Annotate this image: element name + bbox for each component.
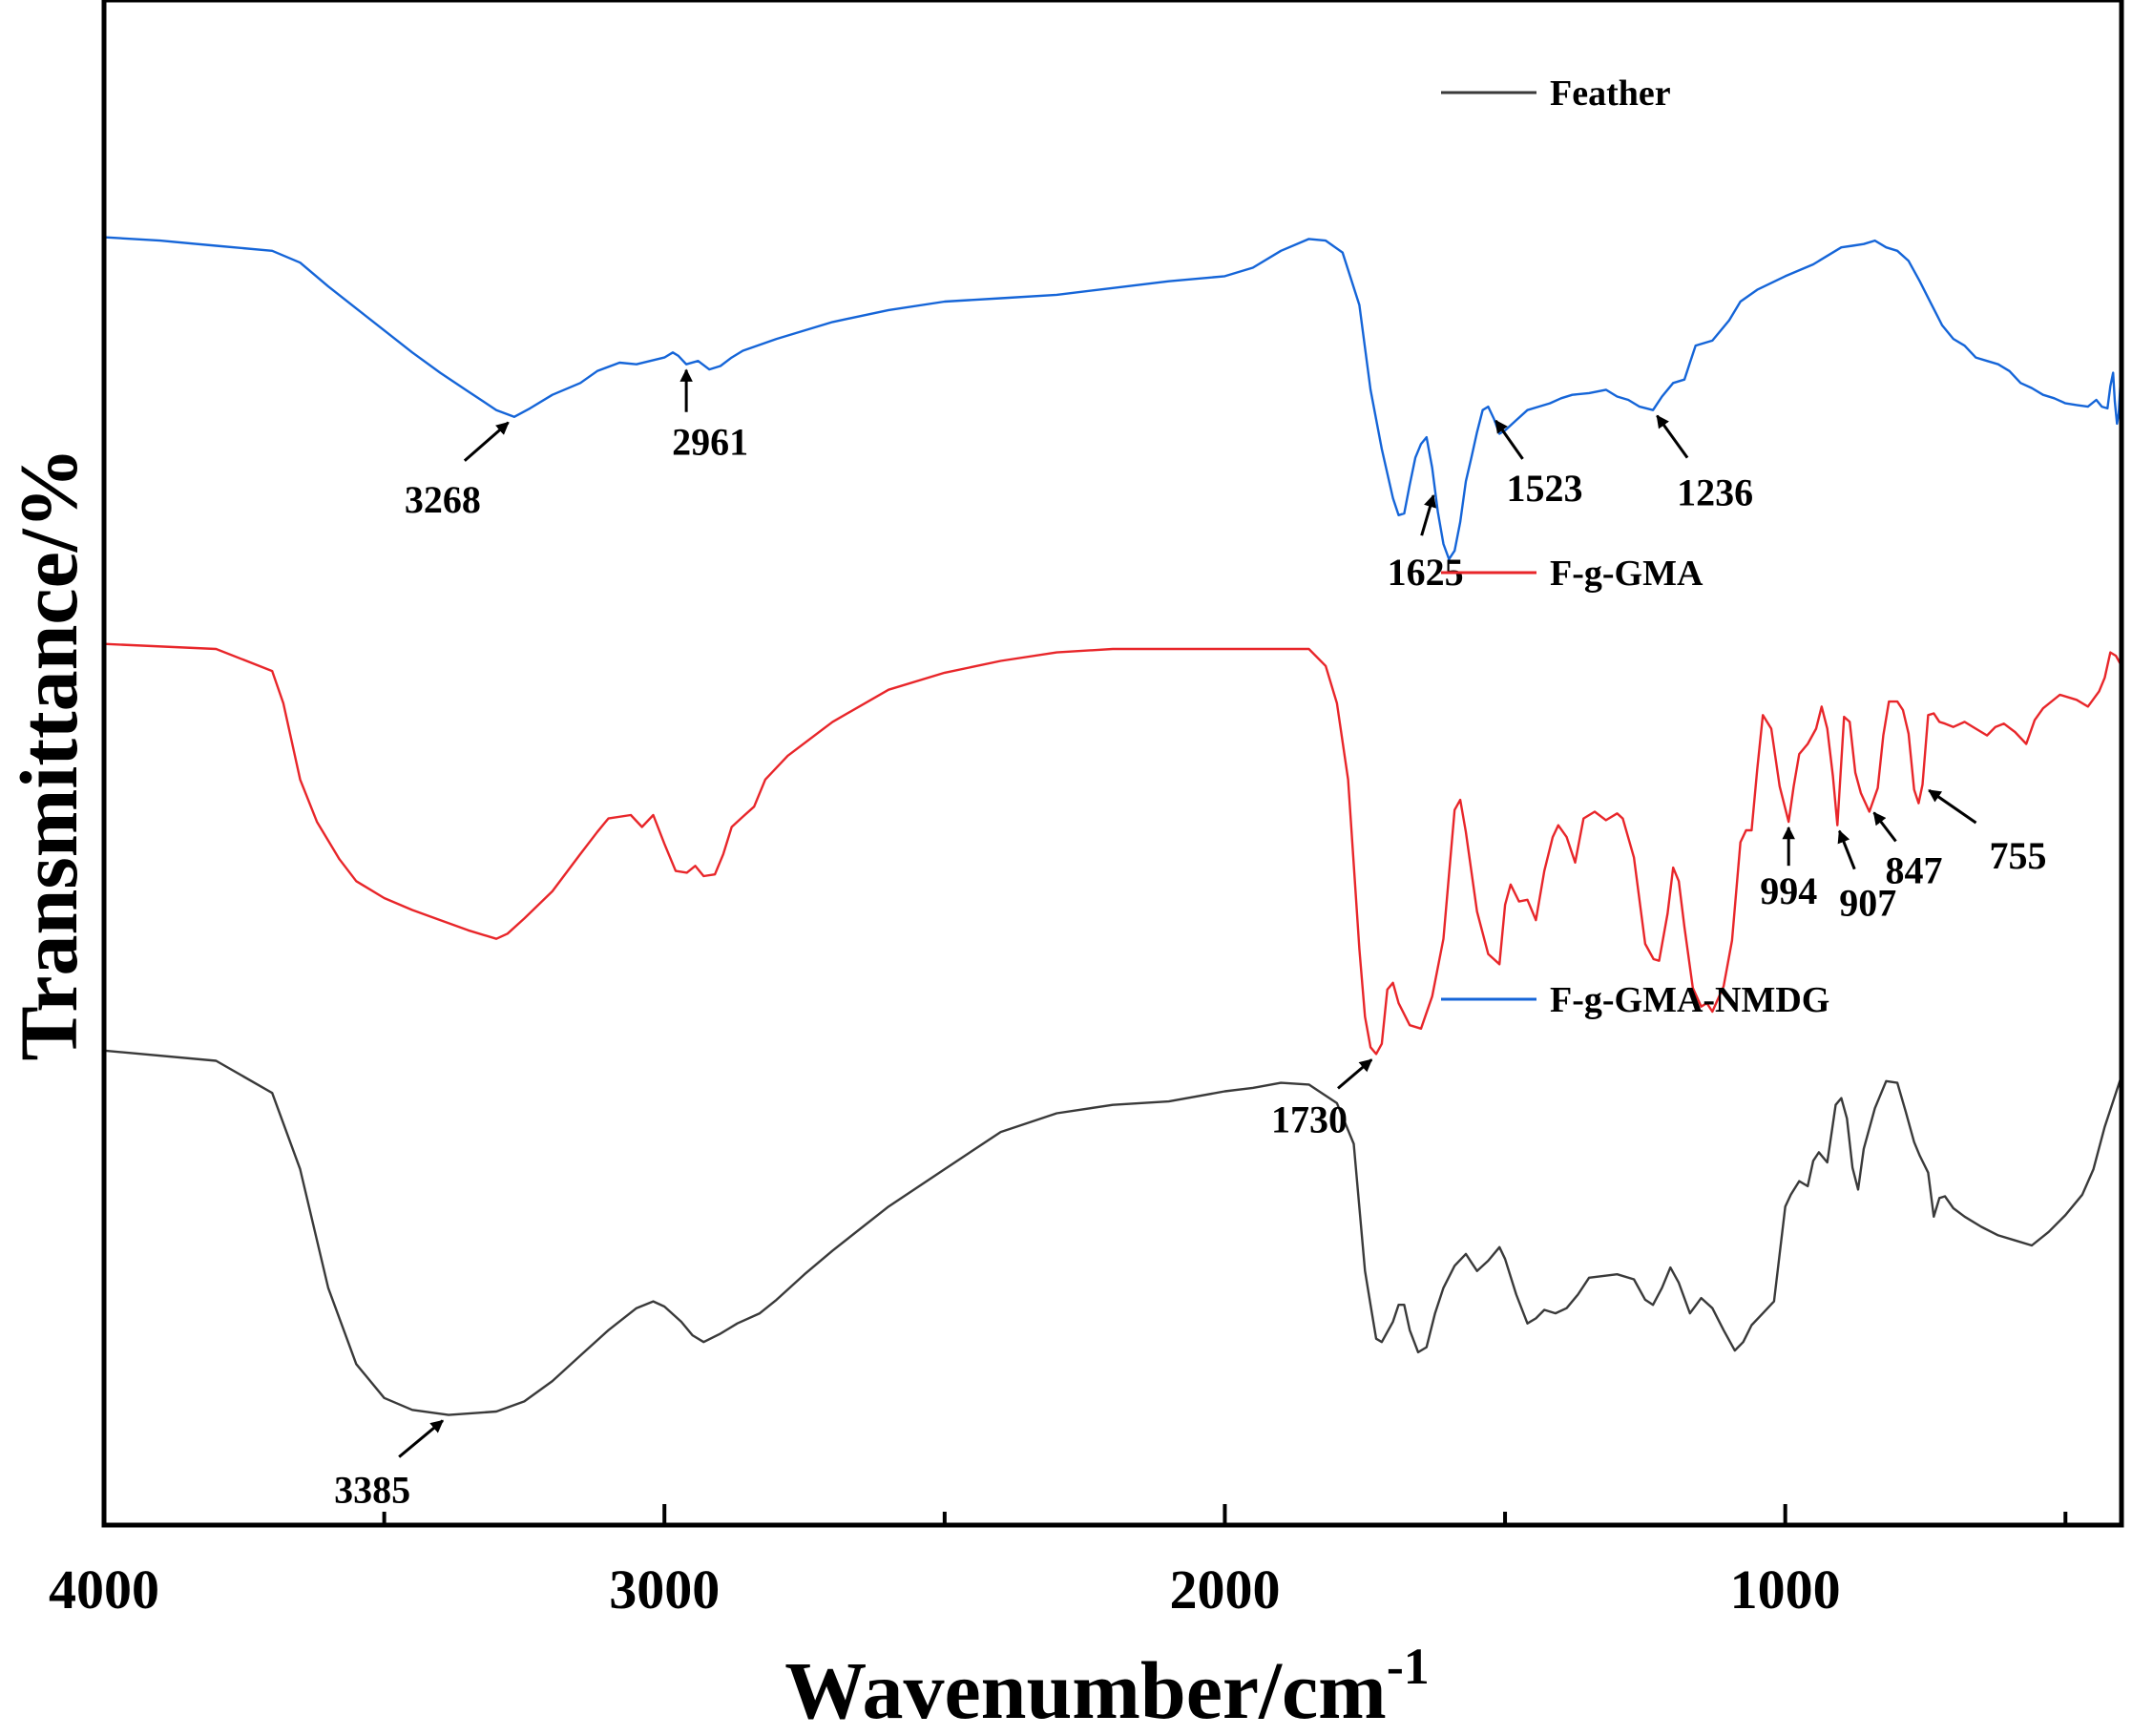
legend-label-f-g-gma-nmdg: F-g-GMA-NMDG: [1550, 980, 1829, 1020]
x-tick-label-2000: 2000: [1169, 1558, 1280, 1621]
peak-arrow-1523: [1494, 419, 1524, 460]
peak-label-1236: 1236: [1677, 471, 1753, 514]
peak-label-994: 994: [1760, 869, 1817, 912]
series-layer: [103, 236, 2123, 1416]
peak-arrow-3268: [463, 421, 510, 462]
peak-label-2961: 2961: [672, 421, 748, 464]
legend-label-f-g-gma: F-g-GMA: [1550, 554, 1704, 594]
legend-entry-feather: Feather: [1441, 73, 1671, 114]
series-line-feather: [103, 1049, 2123, 1416]
peak-label-3268: 3268: [405, 478, 481, 521]
peak-arrow-907: [1837, 829, 1856, 870]
peak-label-1730: 1730: [1271, 1098, 1348, 1140]
x-axis-title-superscript: -1: [1387, 1638, 1430, 1695]
x-tick-label-1000: 1000: [1730, 1558, 1841, 1621]
legend-entry-f-g-gma-nmdg: F-g-GMA-NMDG: [1441, 980, 1829, 1020]
peak-label-847: 847: [1886, 849, 1943, 892]
plot-frame: [101, 0, 2124, 1528]
series-line-f-g-gma-nmdg: [103, 236, 2123, 561]
legend: Feather F-g-GMA F-g-GMA-NMDG: [1441, 73, 1829, 1020]
peak-arrow-1625: [1420, 493, 1437, 536]
peak-arrow-3385: [398, 1419, 444, 1458]
x-axis-title: Wavenumber/cm-1: [784, 1638, 1430, 1731]
legend-label-feather: Feather: [1550, 73, 1671, 114]
legend-entry-f-g-gma: F-g-GMA: [1441, 554, 1704, 594]
x-axis-title-main: Wavenumber/cm: [784, 1644, 1387, 1731]
y-axis-title: Transmittance/%: [3, 447, 94, 1060]
peak-arrow-755: [1928, 788, 1977, 825]
peak-label-3385: 3385: [334, 1469, 410, 1512]
x-axis-ticks: 4000 3000 2000 1000: [49, 1504, 2068, 1621]
x-tick-label-4000: 4000: [49, 1558, 159, 1621]
peak-arrow-1730: [1337, 1058, 1373, 1090]
peak-arrow-847: [1872, 811, 1897, 843]
peak-label-1523: 1523: [1507, 467, 1583, 510]
x-tick-label-3000: 3000: [609, 1558, 720, 1621]
peak-label-755: 755: [1990, 834, 2047, 877]
peak-arrow-1236: [1656, 414, 1689, 459]
series-line-f-g-gma: [103, 642, 2123, 1056]
peak-label-907: 907: [1839, 882, 1896, 925]
